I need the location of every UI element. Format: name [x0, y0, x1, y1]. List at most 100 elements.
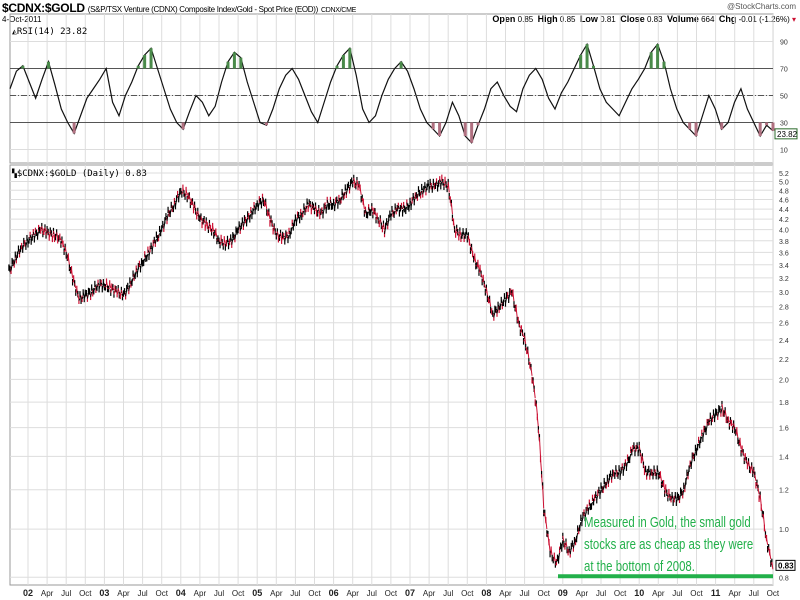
price-segment	[709, 415, 712, 419]
price-segment	[268, 211, 271, 220]
price-y-tick-label: 1.2	[779, 488, 789, 495]
rsi-last-value: 23.82	[777, 130, 798, 139]
price-y-tick-label: 3.6	[779, 250, 789, 257]
price-segment	[664, 491, 667, 494]
price-segment	[116, 292, 119, 295]
price-segment	[56, 232, 59, 238]
price-segment	[502, 300, 505, 303]
price-segment	[86, 293, 89, 299]
price-segment	[515, 307, 518, 318]
price-segment	[284, 236, 287, 242]
price-segment	[13, 258, 16, 265]
price-segment	[315, 205, 318, 211]
price-segment	[128, 284, 131, 291]
price-segment	[757, 487, 760, 495]
price-segment	[119, 293, 122, 297]
price-segment	[336, 199, 339, 202]
price-segment	[602, 485, 605, 490]
price-segment	[188, 195, 191, 201]
price-segment	[215, 231, 218, 238]
price-segment	[557, 555, 559, 559]
price-y-tick-label: 2.0	[779, 377, 789, 384]
down-arrow-icon: ▾	[791, 15, 796, 24]
price-segment	[697, 443, 700, 448]
price-y-tick-label: 3.2	[779, 276, 789, 283]
price-segment	[705, 425, 708, 432]
x-tick-label: Oct	[614, 589, 627, 598]
price-segment	[721, 403, 724, 411]
price-segment	[443, 183, 446, 187]
price-segment	[618, 468, 621, 473]
price-segment	[302, 210, 305, 215]
price-segment	[421, 186, 424, 191]
price-segment	[439, 179, 442, 183]
price-icon: ▚	[12, 169, 17, 178]
price-segment	[637, 448, 640, 454]
price-segment	[272, 229, 275, 232]
price-segment	[440, 181, 443, 187]
price-segment	[728, 422, 731, 427]
price-segment	[287, 235, 290, 240]
price-segment	[497, 304, 500, 307]
price-segment	[724, 410, 727, 417]
price-last-value: 0.83	[778, 561, 794, 570]
price-y-tick-label: 3.4	[779, 263, 789, 270]
price-segment	[538, 437, 542, 457]
price-y-tick-label: 0.8	[779, 575, 789, 582]
price-segment	[63, 249, 66, 252]
price-segment	[679, 494, 682, 500]
price-segment	[409, 200, 412, 203]
price-segment	[523, 339, 525, 342]
price-segment	[645, 468, 648, 473]
x-tick-label: 06	[329, 588, 339, 598]
price-segment	[483, 283, 486, 289]
price-segment	[620, 469, 623, 471]
x-tick-label: Jul	[137, 589, 147, 598]
price-segment	[560, 543, 563, 547]
price-segment	[271, 223, 274, 228]
price-y-tick-label: 3.8	[779, 239, 789, 246]
price-segment	[595, 494, 598, 497]
price-segment	[177, 193, 179, 196]
price-segment	[86, 292, 88, 295]
price-segment	[663, 483, 666, 490]
price-segment	[411, 199, 414, 201]
low-value: 0.81	[600, 15, 616, 24]
price-segment	[717, 411, 720, 417]
x-tick-label: Oct	[767, 589, 780, 598]
price-segment	[685, 476, 688, 482]
price-segment	[246, 217, 249, 224]
price-segment	[71, 269, 74, 278]
price-segment	[473, 258, 476, 261]
price-y-tick-label: 2.2	[779, 357, 789, 364]
high-value: 0.85	[559, 15, 576, 24]
price-segment	[60, 242, 63, 245]
price-segment	[325, 204, 328, 211]
price-segment	[314, 209, 316, 212]
price-segment	[25, 241, 28, 247]
price-segment	[499, 303, 502, 307]
price-segment	[299, 214, 302, 221]
volume-label: Volume	[666, 14, 699, 24]
price-segment	[701, 432, 704, 435]
price-segment	[147, 249, 150, 253]
price-segment	[480, 273, 483, 278]
price-segment	[343, 191, 346, 196]
price-segment	[617, 472, 620, 476]
price-segment	[348, 184, 350, 187]
price-segment	[252, 208, 255, 212]
price-segment	[41, 225, 44, 231]
price-segment	[265, 201, 268, 210]
price-y-tick-label: 3.0	[779, 290, 789, 297]
price-segment	[295, 217, 297, 219]
price-segment	[28, 238, 31, 241]
symbol-title: $CDNX:$GOLD (S&P/TSX Venture (CDNX) Comp…	[2, 1, 356, 15]
price-segment	[317, 212, 320, 214]
price-segment	[446, 185, 449, 189]
price-segment	[226, 242, 228, 244]
x-tick-label: Oct	[385, 589, 398, 598]
price-segment	[193, 208, 195, 211]
price-segment	[295, 217, 299, 223]
price-segment	[548, 542, 551, 552]
